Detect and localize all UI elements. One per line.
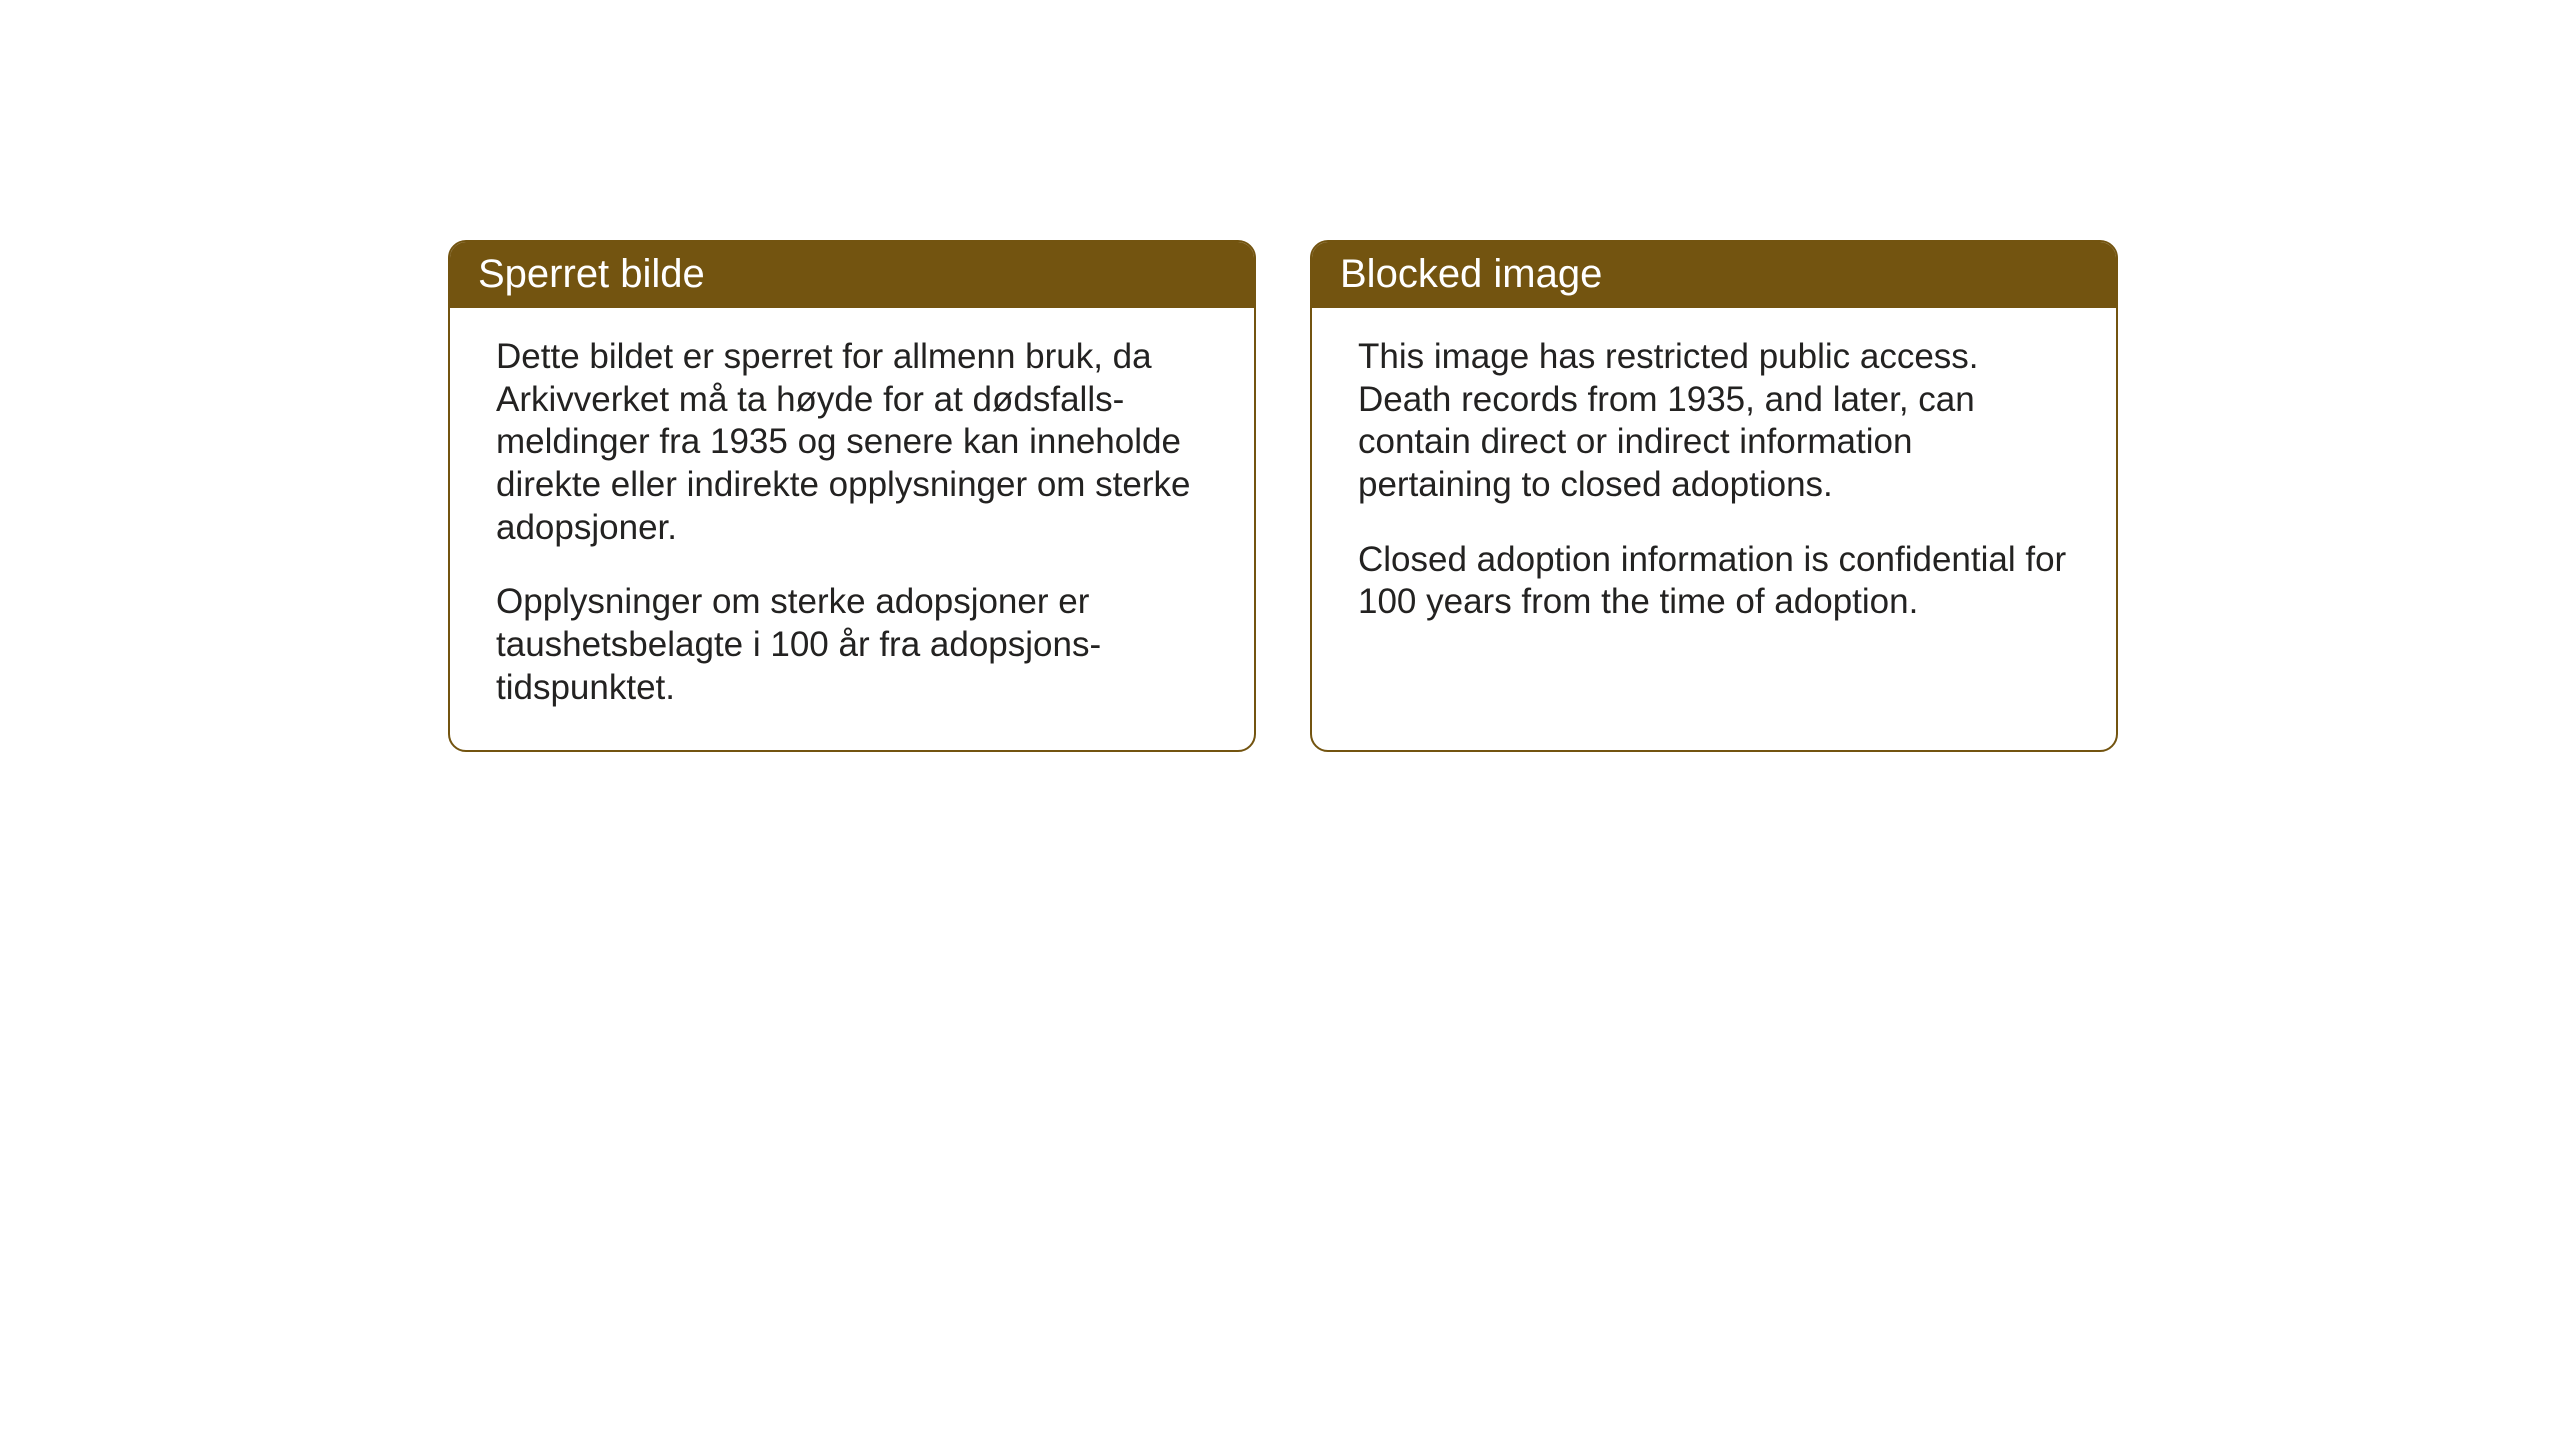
- card-title-norwegian: Sperret bilde: [478, 252, 705, 296]
- card-paragraph-2-english: Closed adoption information is confident…: [1358, 539, 2070, 624]
- card-body-english: This image has restricted public access.…: [1312, 308, 2116, 664]
- card-english: Blocked image This image has restricted …: [1310, 240, 2118, 752]
- card-header-english: Blocked image: [1312, 242, 2116, 308]
- card-header-norwegian: Sperret bilde: [450, 242, 1254, 308]
- card-norwegian: Sperret bilde Dette bildet er sperret fo…: [448, 240, 1256, 752]
- card-body-norwegian: Dette bildet er sperret for allmenn bruk…: [450, 308, 1254, 750]
- card-title-english: Blocked image: [1340, 252, 1602, 296]
- card-paragraph-1-english: This image has restricted public access.…: [1358, 336, 2070, 507]
- card-paragraph-1-norwegian: Dette bildet er sperret for allmenn bruk…: [496, 336, 1208, 549]
- cards-container: Sperret bilde Dette bildet er sperret fo…: [448, 240, 2118, 752]
- card-paragraph-2-norwegian: Opplysninger om sterke adopsjoner er tau…: [496, 581, 1208, 709]
